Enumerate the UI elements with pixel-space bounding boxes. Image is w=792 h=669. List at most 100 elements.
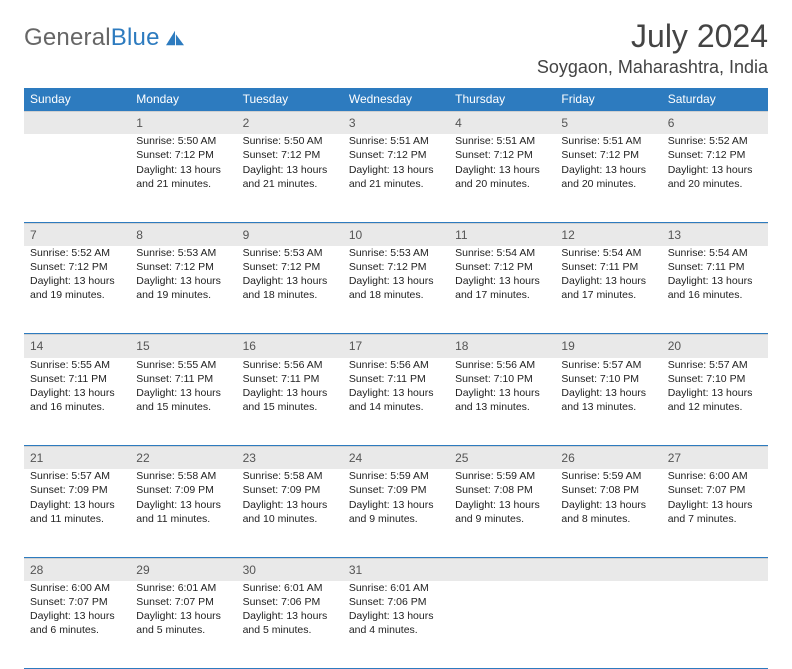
day-number: 16 bbox=[237, 334, 343, 357]
day-number: 14 bbox=[24, 334, 130, 357]
daylight-text: Daylight: 13 hours and 9 minutes. bbox=[349, 498, 443, 526]
daylight-text: Daylight: 13 hours and 5 minutes. bbox=[136, 609, 230, 637]
sunrise-text: Sunrise: 5:51 AM bbox=[349, 134, 443, 148]
sunrise-text: Sunrise: 5:56 AM bbox=[243, 358, 337, 372]
day-number-cell: 13 bbox=[662, 222, 768, 246]
day-number-cell: 29 bbox=[130, 557, 236, 581]
day-number: 12 bbox=[555, 223, 661, 246]
day-number: 5 bbox=[555, 111, 661, 134]
sunset-text: Sunset: 7:06 PM bbox=[243, 595, 337, 609]
day-details: Sunrise: 5:57 AMSunset: 7:10 PMDaylight:… bbox=[561, 358, 655, 415]
calendar-day-cell: Sunrise: 6:01 AMSunset: 7:06 PMDaylight:… bbox=[237, 581, 343, 669]
sunrise-text: Sunrise: 5:59 AM bbox=[349, 469, 443, 483]
day-details: Sunrise: 5:53 AMSunset: 7:12 PMDaylight:… bbox=[136, 246, 230, 303]
calendar-day-cell: Sunrise: 5:50 AMSunset: 7:12 PMDaylight:… bbox=[237, 134, 343, 222]
daylight-text: Daylight: 13 hours and 18 minutes. bbox=[349, 274, 443, 302]
day-number: 7 bbox=[24, 223, 130, 246]
calendar-day-cell: Sunrise: 5:57 AMSunset: 7:09 PMDaylight:… bbox=[24, 469, 130, 557]
day-details: Sunrise: 6:00 AMSunset: 7:07 PMDaylight:… bbox=[30, 581, 124, 638]
calendar-day-cell: Sunrise: 5:50 AMSunset: 7:12 PMDaylight:… bbox=[130, 134, 236, 222]
sunrise-text: Sunrise: 6:01 AM bbox=[243, 581, 337, 595]
sunset-text: Sunset: 7:08 PM bbox=[561, 483, 655, 497]
sunrise-text: Sunrise: 5:55 AM bbox=[136, 358, 230, 372]
day-number: 31 bbox=[343, 558, 449, 581]
calendar-day-cell: Sunrise: 5:52 AMSunset: 7:12 PMDaylight:… bbox=[662, 134, 768, 222]
calendar-day-cell bbox=[449, 581, 555, 669]
brand-name: GeneralBlue bbox=[24, 24, 160, 52]
day-number-row: 21222324252627 bbox=[24, 446, 768, 470]
day-details: Sunrise: 6:00 AMSunset: 7:07 PMDaylight:… bbox=[668, 469, 762, 526]
day-details: Sunrise: 5:55 AMSunset: 7:11 PMDaylight:… bbox=[30, 358, 124, 415]
daylight-text: Daylight: 13 hours and 21 minutes. bbox=[243, 163, 337, 191]
daylight-text: Daylight: 13 hours and 20 minutes. bbox=[561, 163, 655, 191]
sunset-text: Sunset: 7:07 PM bbox=[668, 483, 762, 497]
day-number bbox=[662, 558, 768, 581]
calendar-day-cell: Sunrise: 5:59 AMSunset: 7:09 PMDaylight:… bbox=[343, 469, 449, 557]
sunset-text: Sunset: 7:10 PM bbox=[561, 372, 655, 386]
calendar-day-cell: Sunrise: 5:54 AMSunset: 7:12 PMDaylight:… bbox=[449, 246, 555, 334]
day-details: Sunrise: 6:01 AMSunset: 7:06 PMDaylight:… bbox=[243, 581, 337, 638]
day-number: 23 bbox=[237, 446, 343, 469]
day-number: 19 bbox=[555, 334, 661, 357]
day-details: Sunrise: 5:57 AMSunset: 7:10 PMDaylight:… bbox=[668, 358, 762, 415]
daylight-text: Daylight: 13 hours and 21 minutes. bbox=[136, 163, 230, 191]
sunrise-text: Sunrise: 5:55 AM bbox=[30, 358, 124, 372]
daylight-text: Daylight: 13 hours and 13 minutes. bbox=[561, 386, 655, 414]
brand-name-a: General bbox=[24, 24, 111, 51]
calendar-day-cell: Sunrise: 5:53 AMSunset: 7:12 PMDaylight:… bbox=[130, 246, 236, 334]
day-number bbox=[555, 558, 661, 581]
sunset-text: Sunset: 7:09 PM bbox=[243, 483, 337, 497]
daylight-text: Daylight: 13 hours and 14 minutes. bbox=[349, 386, 443, 414]
day-number-cell: 19 bbox=[555, 334, 661, 358]
day-number-cell: 10 bbox=[343, 222, 449, 246]
calendar-header-row: Sunday Monday Tuesday Wednesday Thursday… bbox=[24, 88, 768, 111]
brand-logo: GeneralBlue bbox=[24, 24, 186, 52]
day-number-cell: 22 bbox=[130, 446, 236, 470]
month-title: July 2024 bbox=[537, 18, 768, 55]
sunrise-text: Sunrise: 5:52 AM bbox=[30, 246, 124, 260]
day-details: Sunrise: 5:59 AMSunset: 7:08 PMDaylight:… bbox=[561, 469, 655, 526]
day-details: Sunrise: 6:01 AMSunset: 7:06 PMDaylight:… bbox=[349, 581, 443, 638]
sunrise-text: Sunrise: 5:57 AM bbox=[561, 358, 655, 372]
sunrise-text: Sunrise: 5:58 AM bbox=[243, 469, 337, 483]
day-number-cell bbox=[555, 557, 661, 581]
calendar-body: 123456Sunrise: 5:50 AMSunset: 7:12 PMDay… bbox=[24, 111, 768, 669]
day-number-cell bbox=[24, 111, 130, 134]
day-number-cell: 20 bbox=[662, 334, 768, 358]
day-number: 30 bbox=[237, 558, 343, 581]
calendar-day-cell bbox=[555, 581, 661, 669]
day-number: 10 bbox=[343, 223, 449, 246]
sunset-text: Sunset: 7:09 PM bbox=[136, 483, 230, 497]
day-number-cell: 5 bbox=[555, 111, 661, 134]
calendar-day-cell: Sunrise: 5:58 AMSunset: 7:09 PMDaylight:… bbox=[130, 469, 236, 557]
sunrise-text: Sunrise: 5:56 AM bbox=[349, 358, 443, 372]
day-details: Sunrise: 5:54 AMSunset: 7:11 PMDaylight:… bbox=[668, 246, 762, 303]
sunrise-text: Sunrise: 5:54 AM bbox=[561, 246, 655, 260]
daylight-text: Daylight: 13 hours and 15 minutes. bbox=[136, 386, 230, 414]
day-number: 6 bbox=[662, 111, 768, 134]
brand-name-b: Blue bbox=[111, 24, 160, 51]
day-number: 15 bbox=[130, 334, 236, 357]
day-number: 20 bbox=[662, 334, 768, 357]
calendar-day-cell: Sunrise: 5:51 AMSunset: 7:12 PMDaylight:… bbox=[343, 134, 449, 222]
calendar-day-cell: Sunrise: 5:52 AMSunset: 7:12 PMDaylight:… bbox=[24, 246, 130, 334]
day-details: Sunrise: 5:59 AMSunset: 7:09 PMDaylight:… bbox=[349, 469, 443, 526]
daylight-text: Daylight: 13 hours and 16 minutes. bbox=[668, 274, 762, 302]
day-details: Sunrise: 5:56 AMSunset: 7:11 PMDaylight:… bbox=[349, 358, 443, 415]
sunset-text: Sunset: 7:12 PM bbox=[561, 148, 655, 162]
sunrise-text: Sunrise: 5:50 AM bbox=[243, 134, 337, 148]
day-number: 2 bbox=[237, 111, 343, 134]
daylight-text: Daylight: 13 hours and 11 minutes. bbox=[136, 498, 230, 526]
calendar-week-row: Sunrise: 5:55 AMSunset: 7:11 PMDaylight:… bbox=[24, 358, 768, 446]
location-subtitle: Soygaon, Maharashtra, India bbox=[537, 57, 768, 78]
calendar-day-cell: Sunrise: 5:54 AMSunset: 7:11 PMDaylight:… bbox=[555, 246, 661, 334]
day-details: Sunrise: 6:01 AMSunset: 7:07 PMDaylight:… bbox=[136, 581, 230, 638]
day-details: Sunrise: 5:50 AMSunset: 7:12 PMDaylight:… bbox=[136, 134, 230, 191]
day-number-cell: 24 bbox=[343, 446, 449, 470]
sunrise-text: Sunrise: 5:59 AM bbox=[561, 469, 655, 483]
sunset-text: Sunset: 7:11 PM bbox=[136, 372, 230, 386]
sunset-text: Sunset: 7:10 PM bbox=[455, 372, 549, 386]
sunrise-text: Sunrise: 6:00 AM bbox=[30, 581, 124, 595]
sunset-text: Sunset: 7:12 PM bbox=[30, 260, 124, 274]
weekday-header: Tuesday bbox=[237, 88, 343, 111]
